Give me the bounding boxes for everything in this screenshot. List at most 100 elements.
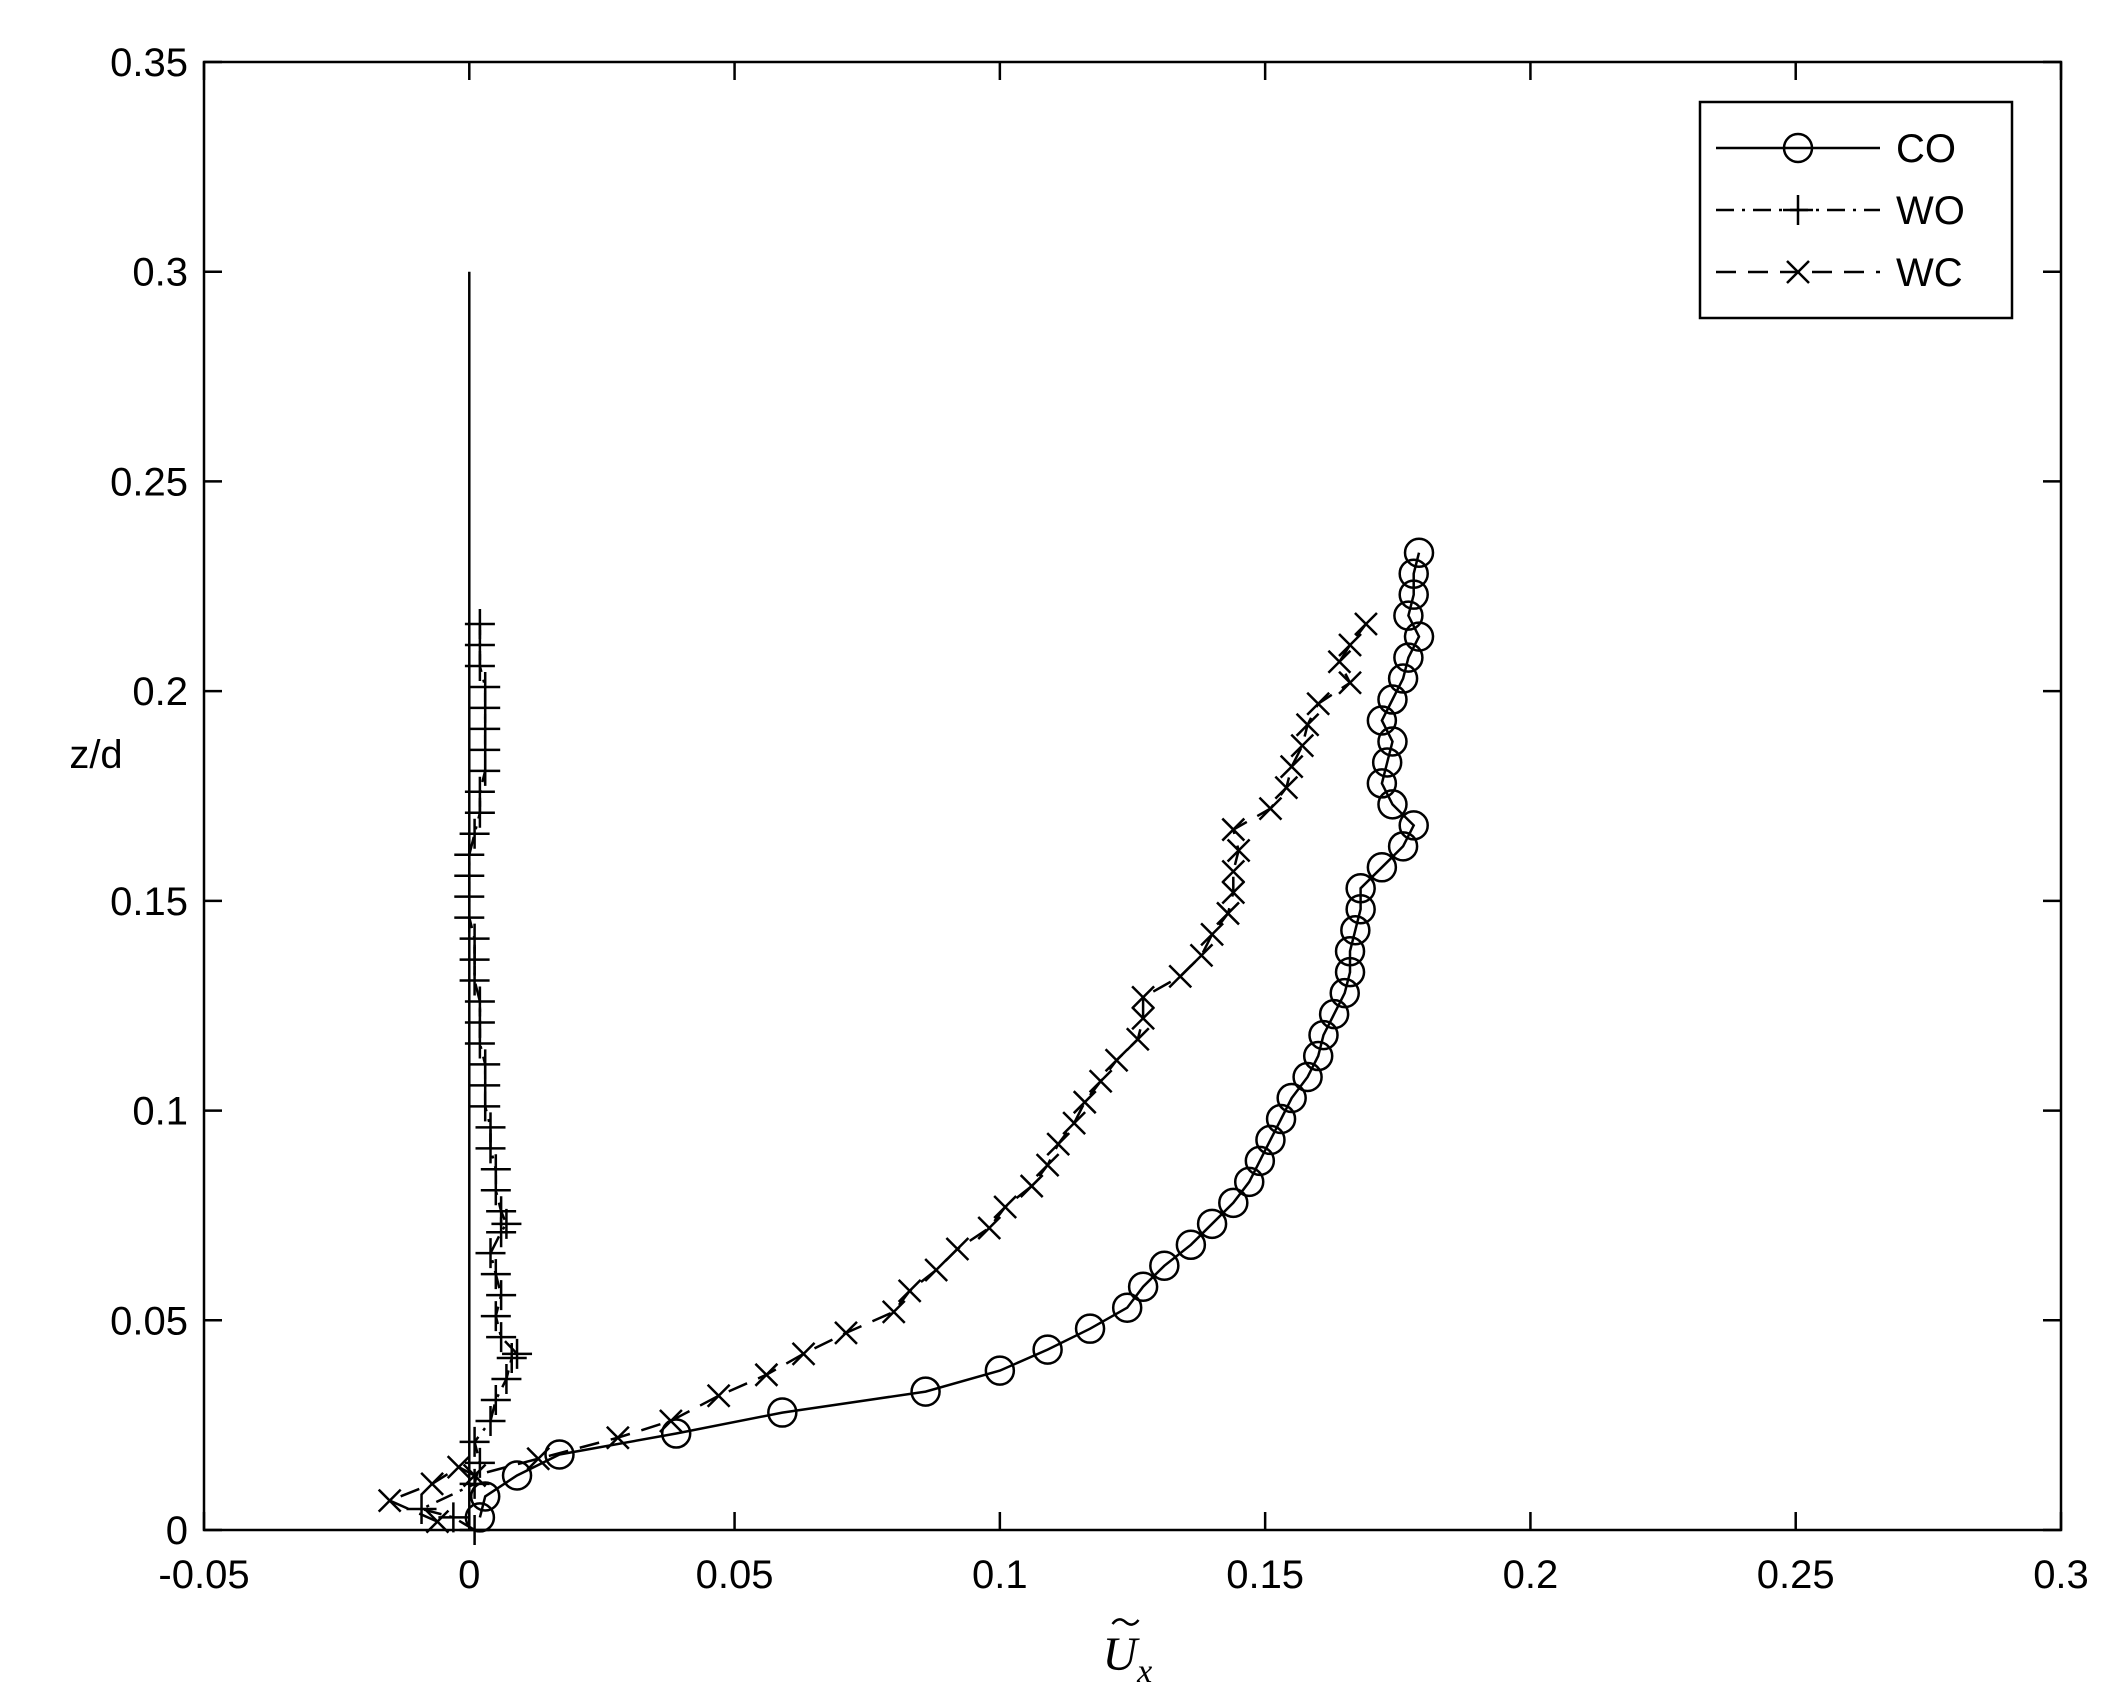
legend-label-wo: WO	[1896, 189, 1965, 233]
data-point-co	[1377, 684, 1408, 715]
data-point-wc	[1290, 733, 1315, 758]
data-point-wo	[459, 923, 490, 954]
data-point-wo	[486, 1196, 517, 1227]
data-point-co	[1329, 977, 1360, 1009]
x-tick-label: 0.25	[1757, 1553, 1835, 1597]
y-axis-label: z/d	[69, 733, 122, 777]
data-point-wc	[1104, 1048, 1129, 1073]
data-point-wo	[464, 609, 495, 640]
y-tick-labels: 0 0.05 0.1 0.15 0.2 0.25 0.3 0.35	[110, 41, 188, 1553]
data-point-wc	[659, 1409, 683, 1433]
data-point-wc	[605, 1425, 630, 1450]
data-point-co	[1308, 1019, 1339, 1051]
data-point-wc	[1072, 1090, 1097, 1115]
legend-marker-wc	[1786, 260, 1810, 284]
data-point-wc	[993, 1195, 1018, 1219]
data-point-wo	[406, 1494, 437, 1525]
legend-label-wc: WC	[1896, 251, 1963, 295]
y-tick-label: 0.2	[132, 670, 188, 714]
data-point-co	[1387, 663, 1419, 694]
data-point-wc	[1168, 964, 1193, 989]
data-point-co	[1334, 935, 1366, 967]
x-tick-label: 0.2	[1503, 1553, 1559, 1597]
data-point-wo	[459, 1426, 490, 1457]
data-point-wc	[1131, 985, 1155, 1010]
y-tick-label: 0.15	[110, 880, 188, 924]
data-point-wo	[491, 1364, 522, 1395]
data-point-co	[984, 1355, 1016, 1386]
data-point-co	[1292, 1061, 1323, 1093]
y-tick-label: 0.35	[110, 41, 188, 85]
data-point-wo	[480, 1384, 511, 1415]
data-point-wo	[502, 1338, 533, 1369]
data-point-wc	[1226, 838, 1251, 863]
data-point-co	[1387, 831, 1419, 862]
data-point-co	[1276, 1082, 1307, 1114]
data-point-wc	[706, 1383, 731, 1408]
data-point-co	[1149, 1250, 1180, 1282]
legend-entry-wo: WO	[1716, 189, 1965, 233]
data-point-co	[1218, 1187, 1249, 1219]
y-tick-label: 0.1	[132, 1090, 188, 1134]
x-axis-label-subscript: x	[1136, 1653, 1152, 1690]
data-point-wc	[1035, 1153, 1060, 1177]
data-point-wo	[480, 1154, 511, 1185]
data-point-co	[1398, 558, 1429, 589]
legend: CO WO WC	[1698, 100, 2014, 320]
data-point-wo	[464, 776, 495, 807]
data-point-co	[1111, 1292, 1143, 1323]
data-point-co	[1377, 789, 1408, 820]
x-tick-label: 0.1	[972, 1553, 1028, 1597]
data-point-wo	[475, 1405, 506, 1436]
data-point-co	[1032, 1334, 1063, 1365]
data-point-wc	[1338, 670, 1362, 695]
data-point-wc	[897, 1279, 922, 1303]
data-point-co	[1393, 642, 1424, 673]
data-point-wc	[377, 1488, 402, 1513]
data-point-co	[1371, 747, 1403, 778]
data-point-wc	[1019, 1174, 1044, 1198]
data-point-co	[1398, 579, 1429, 610]
data-point-wc	[1221, 880, 1246, 905]
data-point-wc	[1200, 922, 1224, 947]
data-point-co	[1366, 852, 1398, 883]
data-point-co	[1340, 914, 1371, 946]
data-point-co	[1074, 1313, 1106, 1344]
legend-label-co: CO	[1896, 127, 1956, 171]
x-axis-label-text: Ux	[1103, 1628, 1153, 1690]
data-point-co	[1233, 1166, 1265, 1198]
data-point-wc	[1131, 1006, 1155, 1031]
legend-marker-co	[1782, 132, 1814, 164]
legend-entries: CO WO WC	[1716, 127, 1965, 295]
series-line-wc	[386, 623, 1367, 1523]
data-point-co	[501, 1460, 533, 1491]
x-tick-label: 0	[458, 1553, 480, 1597]
data-point-wc	[526, 1446, 551, 1471]
data-point-wc	[754, 1362, 779, 1387]
data-point-wo	[475, 1238, 506, 1269]
data-point-wo	[475, 1112, 506, 1143]
data-point-co	[1393, 600, 1424, 631]
data-point-wo	[486, 1280, 517, 1311]
x-axis-label-base: U	[1103, 1628, 1141, 1681]
data-point-wc	[1258, 796, 1283, 821]
data-point-co	[1265, 1103, 1297, 1135]
legend-marker-wo	[1783, 195, 1813, 225]
data-point-co	[767, 1397, 798, 1428]
data-point-wc	[1046, 1132, 1071, 1157]
data-point-co	[1366, 705, 1398, 736]
series-wo	[406, 609, 533, 1545]
x-tick-label: 0.3	[2033, 1553, 2089, 1597]
x-tick-labels: -0.05 0 0.05 0.1 0.15 0.2 0.25 0.3	[158, 1553, 2088, 1597]
data-point-wc	[462, 1463, 487, 1488]
y-tick-label: 0.3	[132, 251, 188, 295]
legend-entry-wc: WC	[1716, 251, 1963, 295]
data-point-wc	[1189, 943, 1214, 968]
data-point-co	[1318, 998, 1350, 1030]
data-point-wc	[1327, 649, 1352, 674]
data-point-wo	[496, 1343, 527, 1374]
data-point-co	[910, 1376, 941, 1407]
data-point-wc	[1221, 817, 1246, 842]
data-point-wo	[470, 1049, 501, 1080]
